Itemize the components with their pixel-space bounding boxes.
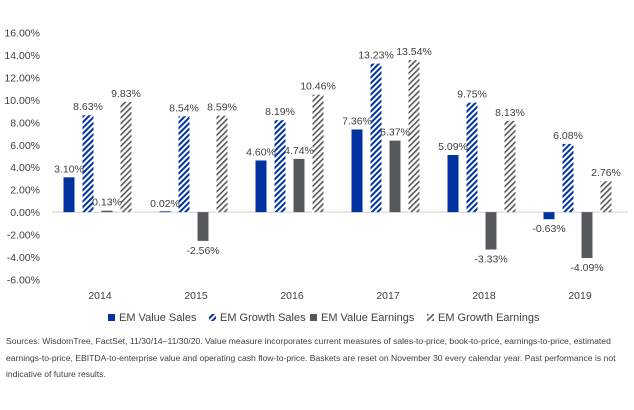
bar-em-value-sales-2018 bbox=[447, 154, 459, 213]
legend-item-em-value-earnings: EM Value Earnings bbox=[310, 312, 415, 324]
x-tick-label: 2017 bbox=[376, 290, 400, 302]
y-tick-label: -6.00% bbox=[7, 275, 40, 287]
x-axis: 2014 2015 2016 2017 2018 2019 bbox=[88, 290, 592, 302]
bar-em-growth-sales-2014 bbox=[82, 115, 94, 213]
bar-em-growth-sales-2018 bbox=[466, 102, 478, 213]
bar-em-growth-earnings-2015 bbox=[216, 115, 228, 213]
data-label: -4.09% bbox=[570, 262, 603, 274]
bar-em-value-earnings-2014 bbox=[101, 210, 113, 213]
data-label: 10.46% bbox=[300, 81, 336, 93]
y-tick-label: 2.00% bbox=[10, 185, 40, 197]
data-label: 0.02% bbox=[150, 198, 180, 210]
bar-em-growth-earnings-2017 bbox=[408, 60, 420, 213]
data-label: 3.10% bbox=[54, 163, 84, 175]
data-label: 6.37% bbox=[380, 127, 410, 139]
data-label: 6.08% bbox=[553, 130, 583, 142]
legend-item-em-growth-earnings: EM Growth Earnings bbox=[427, 312, 540, 324]
x-tick-label: 2014 bbox=[88, 290, 112, 302]
y-tick-label: 4.00% bbox=[10, 162, 40, 174]
bar-em-value-earnings-2018 bbox=[485, 212, 497, 250]
data-label: 4.74% bbox=[284, 145, 314, 157]
bar-em-growth-sales-2017 bbox=[370, 63, 382, 213]
data-label: 9.75% bbox=[457, 89, 487, 101]
data-label: 8.13% bbox=[495, 107, 525, 119]
data-label: 8.63% bbox=[73, 101, 103, 113]
data-label: 13.54% bbox=[396, 46, 432, 58]
legend-swatch bbox=[209, 314, 216, 321]
legend: EM Value Sales EM Growth Sales EM Value Ea… bbox=[108, 312, 540, 324]
y-tick-label: -2.00% bbox=[7, 230, 40, 242]
bar-em-value-earnings-2016 bbox=[293, 158, 305, 213]
source-note: Sources: WisdomTree, FactSet, 11/30/14–1… bbox=[6, 336, 616, 379]
data-label: 8.54% bbox=[169, 102, 199, 114]
x-tick-label: 2016 bbox=[280, 290, 304, 302]
bar-em-value-sales-2017 bbox=[351, 129, 363, 213]
y-tick-label: 14.00% bbox=[4, 50, 40, 62]
bar-em-value-sales-2016 bbox=[255, 160, 267, 213]
bar-em-growth-sales-2019 bbox=[562, 143, 574, 213]
y-tick-label: 10.00% bbox=[4, 95, 40, 107]
bar-em-growth-earnings-2019 bbox=[600, 181, 612, 213]
data-label: -0.63% bbox=[532, 223, 565, 235]
data-label: 2.76% bbox=[591, 167, 621, 179]
data-label: 13.23% bbox=[358, 50, 394, 62]
data-label: 9.83% bbox=[111, 88, 141, 100]
y-tick-label: 12.00% bbox=[4, 72, 40, 84]
bar-chart: -6.00% -4.00% -2.00% 0.00% 2.00% 4.00% 6.00% 8.… bbox=[4, 28, 628, 324]
bar-em-growth-earnings-2016 bbox=[312, 94, 324, 213]
bar-em-value-sales-2019 bbox=[543, 212, 555, 220]
data-label: 5.09% bbox=[438, 141, 468, 153]
data-labels: 3.10% 8.63% 0.13% 9.83% 0.02% 8.54% -2.56% 8.59… bbox=[54, 46, 621, 274]
data-label: -3.33% bbox=[474, 254, 507, 266]
y-tick-label: -4.00% bbox=[7, 252, 40, 264]
data-label: 8.59% bbox=[207, 102, 237, 114]
y-tick-label: 16.00% bbox=[4, 28, 40, 40]
x-tick-label: 2018 bbox=[472, 290, 496, 302]
bar-em-growth-sales-2015 bbox=[178, 116, 190, 213]
data-label: 8.19% bbox=[265, 106, 295, 118]
legend-swatch bbox=[108, 314, 115, 321]
legend-label: EM Growth Earnings bbox=[438, 312, 540, 324]
legend-swatch bbox=[427, 314, 434, 321]
y-tick-label: 8.00% bbox=[10, 117, 40, 129]
data-label: 0.13% bbox=[92, 197, 122, 209]
bars bbox=[63, 60, 612, 259]
bar-em-growth-earnings-2014 bbox=[120, 101, 132, 213]
bar-em-value-earnings-2015 bbox=[197, 212, 209, 241]
data-label: -2.56% bbox=[186, 245, 219, 257]
bar-em-growth-earnings-2018 bbox=[504, 120, 516, 213]
legend-item-em-growth-sales: EM Growth Sales bbox=[209, 312, 306, 324]
x-tick-label: 2019 bbox=[568, 290, 592, 302]
legend-label: EM Growth Sales bbox=[220, 312, 306, 324]
legend-item-em-value-sales: EM Value Sales bbox=[108, 312, 197, 324]
y-axis: -6.00% -4.00% -2.00% 0.00% 2.00% 4.00% 6.00% 8.… bbox=[4, 28, 40, 287]
legend-swatch bbox=[310, 314, 317, 321]
bar-em-value-sales-2015 bbox=[159, 211, 171, 213]
y-tick-label: 0.00% bbox=[10, 207, 40, 219]
legend-label: EM Value Sales bbox=[119, 312, 197, 324]
bar-em-value-earnings-2017 bbox=[389, 140, 401, 213]
data-label: 4.60% bbox=[246, 146, 276, 158]
bar-em-growth-sales-2016 bbox=[274, 120, 286, 213]
legend-label: EM Value Earnings bbox=[321, 312, 415, 324]
bar-em-value-earnings-2019 bbox=[581, 212, 593, 259]
bar-em-value-sales-2014 bbox=[63, 177, 75, 213]
x-tick-label: 2015 bbox=[184, 290, 208, 302]
y-tick-label: 6.00% bbox=[10, 140, 40, 152]
data-label: 7.36% bbox=[342, 116, 372, 128]
